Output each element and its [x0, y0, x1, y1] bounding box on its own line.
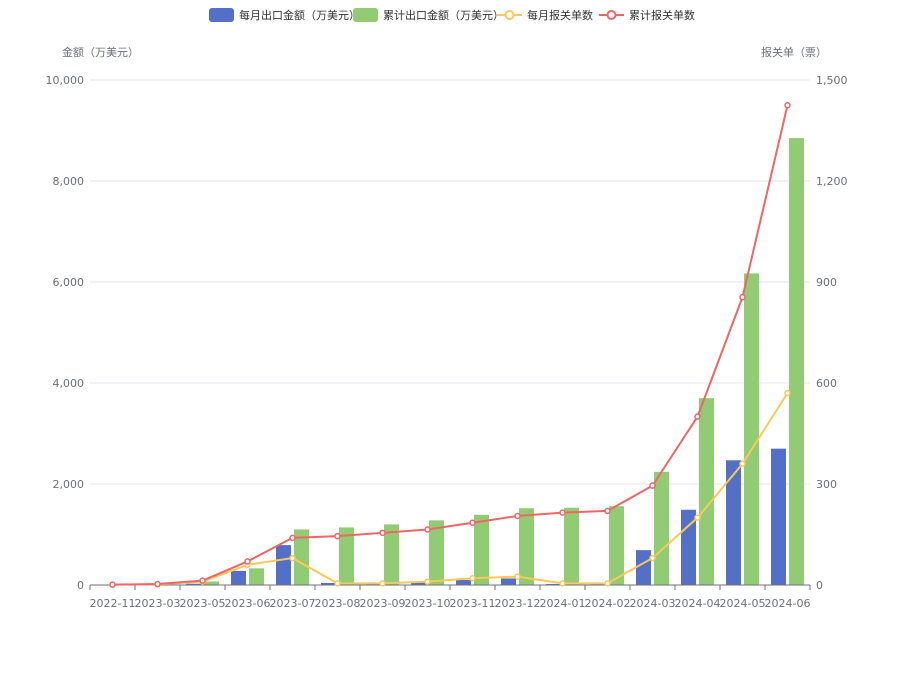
x-tick-label: 2023-10	[405, 597, 451, 610]
x-tick-label: 2023-05	[180, 597, 226, 610]
x-tick-label: 2023-08	[315, 597, 361, 610]
monthly-export-bar	[546, 583, 561, 585]
monthly-export-bar	[186, 583, 201, 585]
cumulative-declarations-point	[604, 507, 611, 515]
x-tick-label: 2023-06	[225, 597, 271, 610]
cumulative-export-bar	[519, 508, 534, 585]
x-tick-label: 2024-01	[540, 597, 586, 610]
legend-cumulative-export-swatch[interactable]	[353, 8, 378, 22]
cumulative-export-bar	[744, 273, 759, 585]
x-tick-label: 2023-12	[495, 597, 541, 610]
cumulative-declarations-point	[694, 413, 701, 420]
y-right-tick-label: 600	[816, 377, 837, 390]
legend-label: 每月报关单数	[527, 8, 593, 22]
cumulative-export-bar	[699, 398, 714, 585]
y-left-tick-label: 8,000	[53, 175, 85, 188]
monthly-declarations-point	[784, 389, 791, 397]
legend-label: 累计报关单数	[629, 8, 695, 22]
cumulative-declarations-point	[244, 558, 251, 565]
monthly-declarations-point	[379, 580, 386, 587]
monthly-export-bar	[771, 448, 786, 585]
cumulative-declarations-point	[334, 532, 341, 540]
cumulative-declarations-point	[154, 580, 161, 588]
monthly-declarations-point	[469, 575, 476, 582]
x-tick-label: 2023-09	[360, 597, 406, 610]
x-tick-label: 2024-04	[675, 597, 721, 610]
monthly-declarations-point	[649, 554, 656, 562]
cumulative-declarations-point	[379, 529, 386, 537]
y-right-tick-label: 300	[816, 478, 837, 491]
monthly-export-bar	[636, 550, 651, 585]
x-tick-label: 2024-02	[585, 597, 631, 610]
y-right-axis-title: 报关单（票）	[761, 45, 827, 59]
monthly-export-bar	[456, 579, 471, 585]
x-tick-label: 2022-11	[90, 597, 136, 610]
monthly-export-bar	[276, 545, 291, 585]
x-tick-label: 2023-11	[450, 597, 496, 610]
monthly-export-bar	[411, 581, 426, 585]
monthly-export-bar	[726, 460, 741, 585]
legend-marker	[606, 10, 617, 20]
monthly-declarations-point	[334, 580, 341, 587]
x-tick-label: 2024-03	[630, 597, 676, 610]
x-tick-label: 2024-06	[765, 597, 811, 610]
monthly-export-bar	[501, 578, 516, 585]
y-right-tick-label: 900	[816, 276, 837, 289]
x-tick-label: 2024-05	[720, 597, 766, 610]
cumulative-export-bar	[384, 524, 399, 585]
cumulative-declarations-point	[109, 581, 116, 588]
legend-label: 累计出口金额（万美元）	[383, 8, 504, 22]
cumulative-export-bar	[564, 507, 579, 585]
legend-monthly-export-swatch[interactable]	[209, 8, 234, 22]
monthly-declarations-line	[112, 392, 789, 586]
monthly-export-bar	[591, 583, 606, 585]
y-left-tick-label: 10,000	[46, 74, 85, 87]
monthly-declarations-point	[604, 580, 611, 587]
legend-label: 每月出口金额（万美元）	[239, 8, 360, 22]
y-right-tick-label: 1,500	[816, 74, 848, 87]
monthly-declarations-point	[559, 580, 566, 587]
cumulative-declarations-point	[784, 102, 791, 109]
monthly-declarations-point	[424, 578, 431, 585]
cumulative-export-bar	[204, 581, 219, 585]
y-right-tick-label: 0	[816, 579, 823, 592]
cumulative-declarations-point	[424, 526, 431, 533]
cumulative-export-bar	[294, 529, 309, 585]
cumulative-declarations-point	[559, 509, 566, 516]
y-right-tick-label: 1,200	[816, 175, 848, 188]
x-tick-label: 2023-07	[270, 597, 316, 610]
cumulative-declarations-point	[289, 534, 296, 542]
y-left-tick-label: 6,000	[53, 276, 85, 289]
y-left-tick-label: 0	[77, 579, 84, 592]
cumulative-export-bar	[474, 514, 489, 585]
cumulative-export-bar	[339, 527, 354, 585]
legend-marker	[504, 10, 515, 20]
cumulative-export-bar	[429, 520, 444, 585]
monthly-export-bar	[321, 582, 336, 585]
y-left-tick-label: 2,000	[53, 478, 85, 491]
cumulative-declarations-point	[649, 482, 656, 489]
monthly-declarations-point	[694, 514, 701, 521]
cumulative-declarations-line	[112, 105, 789, 586]
y-left-tick-label: 4,000	[53, 377, 85, 390]
cumulative-export-bar	[654, 471, 669, 585]
cumulative-export-bar	[249, 568, 264, 585]
cumulative-declarations-point	[199, 577, 206, 584]
monthly-declarations-point	[514, 573, 521, 580]
x-tick-label: 2023-03	[135, 597, 181, 610]
y-left-axis-title: 金额（万美元）	[62, 45, 139, 59]
cumulative-declarations-point	[469, 519, 476, 526]
cumulative-export-bar	[789, 138, 804, 585]
cumulative-export-bar	[609, 506, 624, 585]
cumulative-declarations-point	[514, 512, 521, 520]
cumulative-declarations-point	[739, 293, 746, 301]
monthly-declarations-point	[289, 554, 296, 562]
monthly-declarations-point	[739, 460, 746, 468]
monthly-export-bar	[231, 570, 246, 585]
